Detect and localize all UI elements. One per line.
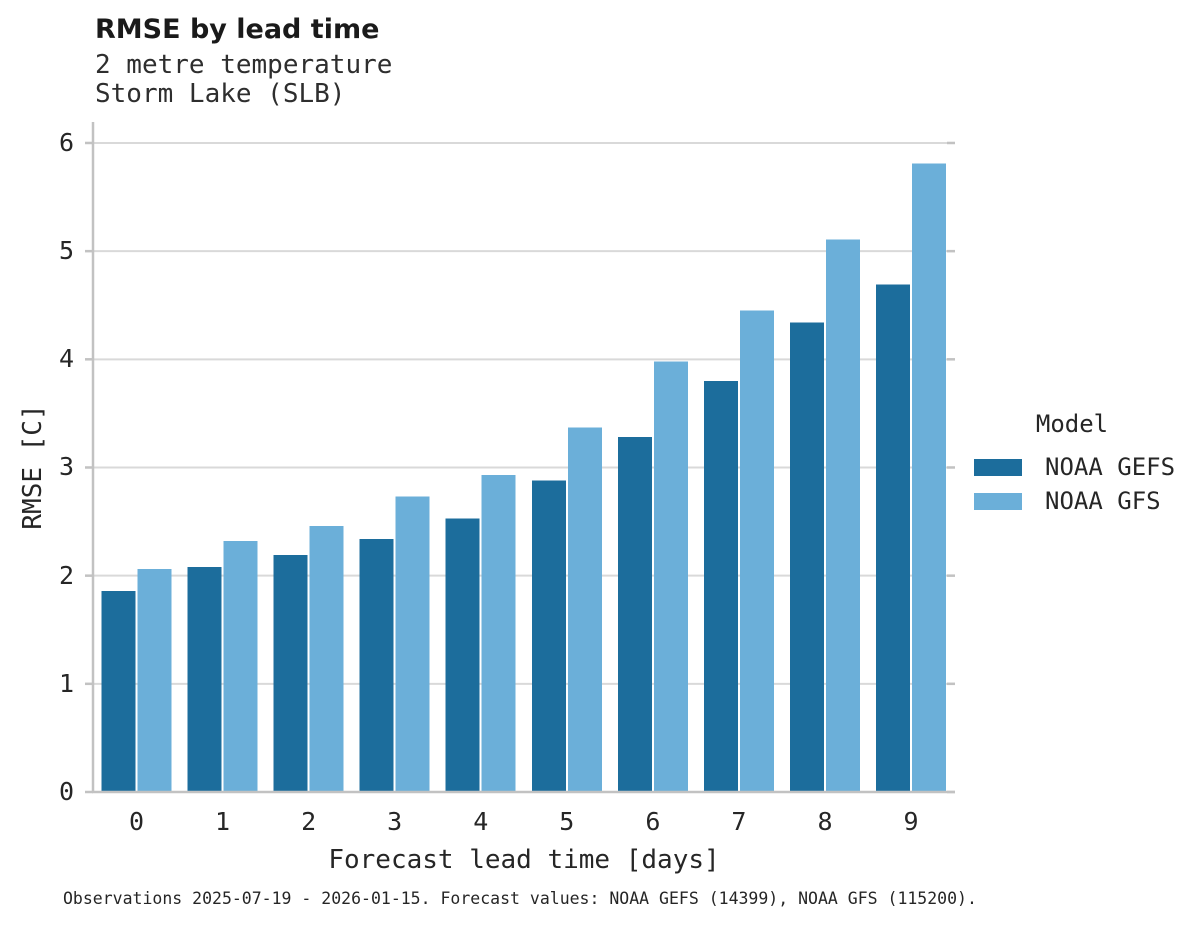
- bar-noaa-gefs-lead-4: [445, 518, 480, 792]
- x-tick-label-5: 5: [559, 807, 575, 836]
- bar-noaa-gfs-lead-4: [481, 475, 516, 792]
- y-tick-label-4: 4: [58, 344, 74, 374]
- bar-noaa-gfs-lead-6: [653, 361, 688, 792]
- x-axis-title: Forecast lead time [days]: [328, 845, 720, 875]
- bar-noaa-gfs-lead-2: [309, 525, 344, 792]
- bar-noaa-gefs-lead-0: [101, 590, 136, 792]
- x-tick-label-9: 9: [903, 807, 919, 836]
- footer-note: Observations 2025-07-19 - 2026-01-15. Fo…: [63, 889, 977, 908]
- x-tick-label-8: 8: [817, 807, 833, 836]
- y-tick-label-1: 1: [58, 668, 74, 698]
- chart-subtitle-station: Storm Lake (SLB): [95, 79, 346, 109]
- chart-title: RMSE by lead time: [95, 14, 380, 45]
- legend-entry-noaa-gfs: NOAA GFS: [962, 484, 1182, 518]
- x-tick-label-2: 2: [301, 807, 317, 836]
- bar-noaa-gefs-lead-7: [703, 380, 738, 792]
- bar-noaa-gefs-lead-6: [617, 437, 652, 792]
- x-tick-label-7: 7: [731, 807, 747, 836]
- bar-noaa-gefs-lead-1: [187, 567, 222, 792]
- bar-noaa-gefs-lead-8: [789, 322, 824, 792]
- x-tick-label-6: 6: [645, 807, 661, 836]
- legend: Model NOAA GEFS NOAA GFS: [962, 410, 1182, 518]
- y-tick-label-5: 5: [58, 236, 74, 266]
- y-tick-label-0: 0: [58, 777, 74, 806]
- legend-entry-noaa-gefs: NOAA GEFS: [962, 450, 1182, 484]
- legend-title: Model: [1035, 410, 1109, 438]
- bar-noaa-gfs-lead-3: [395, 496, 430, 792]
- x-tick-label-0: 0: [128, 807, 145, 836]
- bar-noaa-gfs-lead-8: [825, 239, 860, 793]
- legend-label: NOAA GEFS: [1045, 453, 1176, 481]
- legend-swatch-icon: [974, 492, 1022, 510]
- bar-noaa-gfs-lead-5: [567, 427, 602, 792]
- y-tick-label-6: 6: [58, 127, 74, 157]
- bar-noaa-gefs-lead-9: [876, 284, 911, 792]
- y-tick-label-2: 2: [58, 560, 74, 590]
- legend-label: NOAA GFS: [1045, 487, 1161, 515]
- bar-noaa-gfs-lead-1: [223, 541, 258, 792]
- chart-subtitle-variable: 2 metre temperature: [95, 50, 393, 80]
- legend-swatch-icon: [974, 458, 1022, 476]
- y-tick-label-3: 3: [58, 452, 74, 482]
- x-tick-label-4: 4: [473, 807, 489, 836]
- x-tick-label-3: 3: [387, 807, 403, 836]
- bar-noaa-gfs-lead-9: [912, 163, 947, 793]
- bar-noaa-gefs-lead-2: [273, 555, 308, 792]
- bar-noaa-gfs-lead-7: [739, 310, 774, 792]
- bar-noaa-gefs-lead-5: [531, 480, 566, 792]
- bar-noaa-gefs-lead-3: [359, 538, 394, 792]
- bar-noaa-gfs-lead-0: [137, 569, 172, 792]
- legend-entries: NOAA GEFS NOAA GFS: [962, 450, 1182, 518]
- x-tick-label-1: 1: [215, 807, 231, 836]
